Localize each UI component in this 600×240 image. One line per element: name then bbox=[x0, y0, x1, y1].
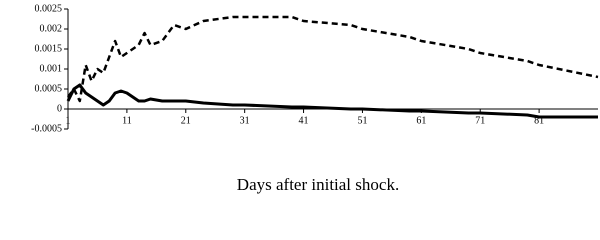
x-tick-label: 81 bbox=[534, 115, 544, 126]
x-tick-label: 51 bbox=[357, 115, 367, 126]
y-tick-label: 0.0005 bbox=[35, 83, 63, 94]
x-tick-label: 71 bbox=[475, 115, 485, 126]
x-tick-label: 61 bbox=[416, 115, 426, 126]
x-tick-label: 21 bbox=[181, 115, 191, 126]
x-tick-label: 41 bbox=[299, 115, 309, 126]
y-tick-label: 0.002 bbox=[40, 23, 63, 34]
solid-line bbox=[66, 83, 598, 119]
dashed-line bbox=[66, 15, 599, 103]
y-tick-label: -0.0005 bbox=[31, 123, 62, 134]
x-axis-label: Days after initial shock. bbox=[237, 175, 399, 194]
x-tick-label: 1 bbox=[66, 115, 71, 126]
y-tick-label: 0.001 bbox=[40, 63, 63, 74]
y-tick-label: 0.0015 bbox=[35, 43, 63, 54]
y-tick-label: 0.0025 bbox=[35, 3, 63, 14]
chart: Days after initial shock. 0.0025 0.002 0.0… bbox=[31, 3, 599, 194]
x-tick-label: 11 bbox=[122, 115, 132, 126]
x-tick-label: 31 bbox=[240, 115, 250, 126]
y-tick-label: 0 bbox=[57, 103, 62, 114]
page: {"chart_data": {"type": "line", "x_label… bbox=[31, 3, 599, 194]
